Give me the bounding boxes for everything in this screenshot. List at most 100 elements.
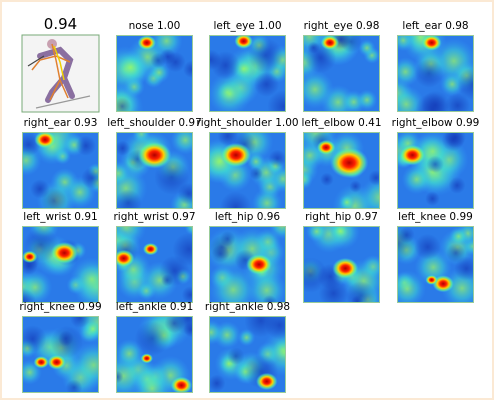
heatmap bbox=[116, 132, 193, 209]
blob bbox=[181, 286, 193, 303]
heatmap bbox=[22, 226, 99, 303]
blob bbox=[211, 51, 240, 80]
heatmap-border bbox=[397, 132, 474, 209]
heatmap-border bbox=[22, 132, 99, 209]
hotspot bbox=[22, 250, 38, 263]
blob bbox=[340, 35, 362, 53]
hotspot bbox=[140, 353, 153, 364]
heatmap bbox=[397, 226, 474, 303]
heatmap-border bbox=[209, 35, 286, 112]
blob bbox=[165, 51, 186, 73]
heatmap bbox=[397, 35, 474, 112]
blob bbox=[65, 379, 83, 393]
hotspot bbox=[255, 372, 278, 391]
blob bbox=[159, 255, 190, 287]
blob bbox=[248, 38, 284, 74]
heatmap-border bbox=[116, 132, 193, 209]
blob bbox=[425, 191, 440, 206]
blob bbox=[448, 226, 469, 247]
heatmap bbox=[116, 226, 193, 303]
blob bbox=[69, 257, 99, 302]
blob bbox=[401, 164, 432, 195]
blob bbox=[303, 70, 335, 109]
blob bbox=[227, 347, 245, 365]
panel-title: right_hip 0.97 bbox=[305, 211, 378, 223]
blob bbox=[448, 176, 466, 194]
blob bbox=[349, 180, 362, 193]
blob bbox=[303, 170, 313, 190]
blob bbox=[41, 188, 67, 209]
panel-title: left_knee 0.99 bbox=[398, 211, 473, 223]
blob bbox=[356, 89, 378, 111]
blob bbox=[368, 170, 380, 186]
hotspot bbox=[170, 376, 193, 393]
blob bbox=[426, 155, 444, 173]
hotspot bbox=[332, 257, 359, 279]
heatmap-border bbox=[116, 316, 193, 393]
blob bbox=[116, 160, 131, 186]
blob bbox=[397, 270, 426, 303]
heatmap-border bbox=[22, 316, 99, 393]
panel-title: left_eye 1.00 bbox=[213, 20, 281, 32]
panel-title: left_shoulder 0.97 bbox=[107, 117, 202, 129]
heatmap bbox=[303, 226, 380, 303]
blob bbox=[262, 294, 278, 303]
blob bbox=[150, 35, 183, 57]
blob bbox=[444, 132, 467, 148]
blob bbox=[116, 189, 142, 209]
hotspot bbox=[47, 354, 66, 370]
hotspot bbox=[399, 144, 426, 166]
blob bbox=[116, 97, 131, 112]
hotspot bbox=[329, 147, 369, 179]
blob bbox=[69, 316, 91, 329]
blob bbox=[154, 159, 190, 195]
blob bbox=[306, 226, 328, 243]
blob bbox=[75, 135, 97, 156]
hotspot bbox=[137, 35, 157, 51]
panel-title: left_wrist 0.91 bbox=[23, 211, 97, 223]
blob bbox=[132, 368, 172, 393]
heatmap-border bbox=[397, 35, 474, 112]
blob bbox=[457, 67, 474, 100]
blob bbox=[170, 132, 193, 155]
hotspot bbox=[316, 140, 336, 155]
blob bbox=[249, 166, 263, 181]
blob bbox=[209, 374, 226, 392]
heatmap bbox=[116, 35, 193, 112]
panel-title: left_ankle 0.91 bbox=[116, 301, 194, 313]
blob bbox=[251, 187, 283, 209]
panel-title: right_shoulder 1.00 bbox=[196, 117, 298, 129]
hotspot bbox=[50, 241, 79, 265]
hotspot bbox=[425, 274, 438, 285]
blob bbox=[414, 58, 444, 88]
panel-title: right_elbow 0.99 bbox=[392, 117, 480, 129]
panel-title: right_eye 0.98 bbox=[304, 20, 380, 32]
heatmap bbox=[209, 226, 286, 303]
heatmap bbox=[397, 132, 474, 209]
heatmap-border bbox=[397, 226, 474, 303]
hotspot bbox=[116, 249, 135, 267]
blob bbox=[318, 278, 349, 303]
blob bbox=[183, 60, 193, 79]
panel-title: nose 1.00 bbox=[129, 20, 181, 32]
blob bbox=[81, 167, 99, 189]
hotspot bbox=[142, 242, 159, 256]
hotspot bbox=[234, 35, 253, 49]
blob bbox=[358, 39, 376, 57]
blob bbox=[116, 50, 148, 85]
panel-title: left_hip 0.96 bbox=[215, 211, 281, 223]
blob bbox=[454, 256, 474, 281]
blob bbox=[148, 61, 170, 84]
heatmap-border bbox=[303, 226, 380, 303]
heatmap bbox=[22, 316, 99, 393]
blob bbox=[210, 235, 234, 260]
panel-title: right_wrist 0.97 bbox=[113, 211, 195, 223]
heatmap-border bbox=[209, 316, 286, 393]
hotspot bbox=[220, 142, 252, 168]
blob bbox=[22, 287, 36, 303]
blob bbox=[446, 243, 466, 263]
score-title: 0.94 bbox=[44, 15, 77, 33]
blob bbox=[307, 41, 320, 54]
heatmap bbox=[116, 316, 193, 393]
